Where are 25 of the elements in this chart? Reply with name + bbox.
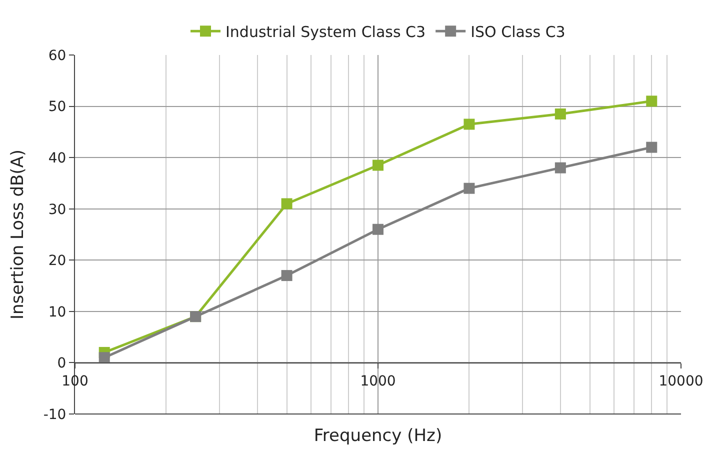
- y-tick-label: -10: [43, 406, 66, 423]
- y-axis-title: Insertion Loss dB(A): [8, 149, 28, 320]
- point: [464, 118, 475, 130]
- y-tick-label: 10: [48, 304, 66, 320]
- point: [372, 160, 384, 171]
- point: [281, 270, 292, 282]
- y-tick-label: 0: [57, 356, 66, 372]
- x-tick-label: 10000: [658, 374, 704, 390]
- point: [554, 162, 566, 174]
- y-tick-label: 50: [48, 99, 66, 116]
- point: [98, 352, 110, 364]
- point: [281, 198, 292, 210]
- y-tick-label: 60: [48, 48, 66, 64]
- x-axis-title: Frequency (Hz): [314, 426, 442, 446]
- legend-label: Industrial System Class C3: [226, 22, 426, 41]
- point: [464, 182, 475, 194]
- legend-label: ISO Class C3: [470, 22, 566, 41]
- point: [646, 96, 658, 107]
- y-tick-label: 40: [48, 150, 66, 166]
- x-tick-label: 1000: [360, 374, 396, 390]
- point: [372, 224, 384, 235]
- point: [554, 108, 566, 120]
- point: [646, 142, 658, 153]
- y-tick-label: 30: [48, 202, 66, 218]
- y-tick-label: 20: [48, 253, 66, 270]
